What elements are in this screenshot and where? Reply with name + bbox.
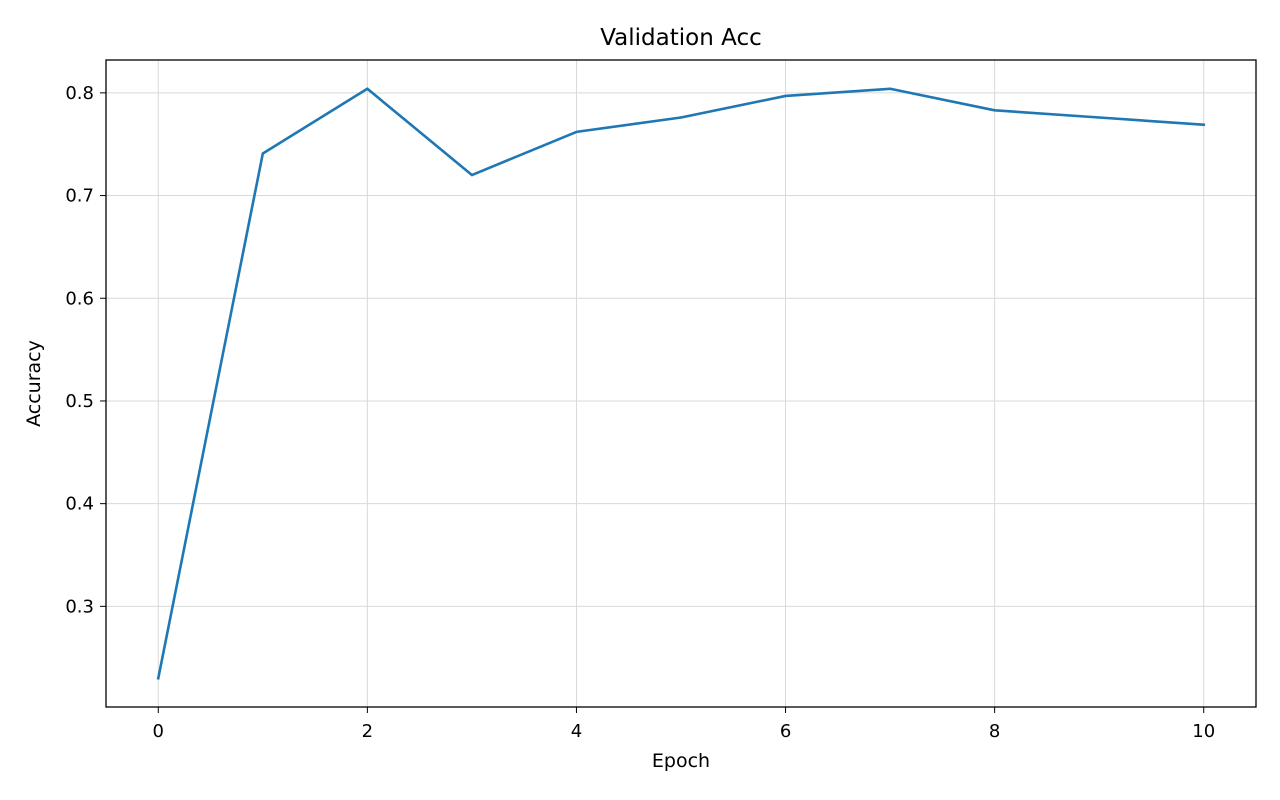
- plot-frame: [105, 59, 1257, 708]
- data-point: [1097, 116, 1101, 119]
- y-axis-label: Accuracy: [23, 340, 45, 427]
- x-tick-label: 8: [989, 721, 1000, 742]
- y-tick-label: 0.3: [65, 596, 94, 617]
- y-grid: [106, 92, 1256, 607]
- x-axis-ticks: 0 2 4 6 8 10: [153, 707, 1215, 742]
- x-tick-label: 2: [362, 721, 373, 742]
- x-tick-label: 6: [780, 721, 791, 742]
- data-point: [470, 173, 474, 177]
- data-point: [784, 94, 787, 98]
- x-grid: [157, 60, 1205, 707]
- y-tick-label: 0.6: [65, 288, 94, 309]
- series-layer: [156, 87, 1206, 680]
- y-tick-label: 0.7: [65, 186, 94, 207]
- x-tick-label: 10: [1192, 721, 1215, 742]
- data-point: [1202, 123, 1205, 126]
- chart-title: Validation Acc: [600, 25, 762, 51]
- y-tick-label: 0.4: [65, 494, 94, 515]
- data-point: [575, 130, 578, 134]
- data-point: [993, 109, 996, 112]
- y-tick-label: 0.5: [65, 391, 94, 412]
- data-point: [157, 677, 160, 680]
- data-point: [888, 87, 892, 90]
- x-tick-label: 4: [571, 721, 582, 742]
- x-axis-label: Epoch: [652, 750, 710, 772]
- y-axis-ticks: 0.3 0.4 0.5 0.6 0.7 0.8: [65, 83, 106, 617]
- x-tick-label: 0: [153, 721, 164, 742]
- y-tick-label: 0.8: [65, 83, 94, 104]
- data-point: [366, 87, 369, 90]
- data-point: [261, 152, 265, 155]
- data-point: [679, 116, 683, 119]
